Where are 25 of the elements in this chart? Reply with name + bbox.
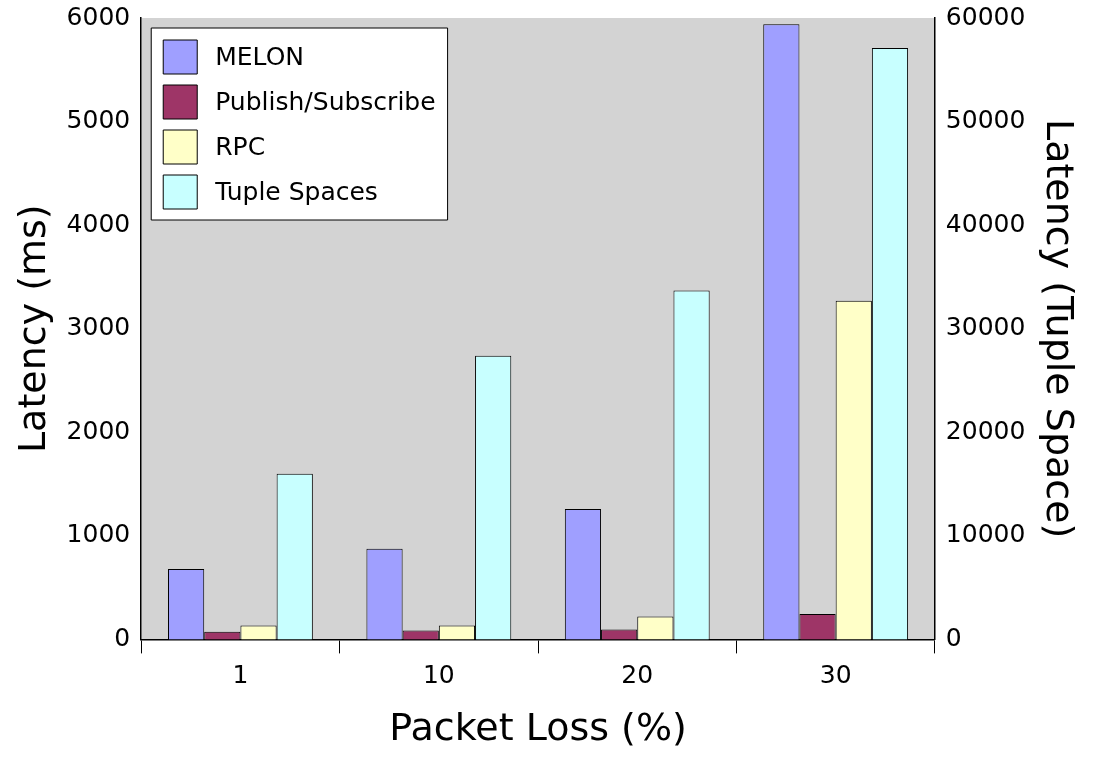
y2-tick-label: 10000 (945, 519, 1026, 549)
y2-tick-label: 20000 (945, 415, 1026, 445)
legend-label: RPC (215, 131, 266, 161)
y-tick-label: 0 (114, 622, 131, 652)
y-tick-label: 5000 (66, 105, 131, 135)
y-tick-label: 2000 (66, 415, 131, 445)
legend-label: Tuple Spaces (214, 176, 378, 206)
y2-tick-label: 50000 (945, 105, 1026, 135)
y-axis-title: Latency (ms) (9, 204, 54, 454)
x-tick-label: 10 (422, 659, 455, 689)
legend-label: Publish/Subscribe (215, 86, 436, 116)
x-axis-title: Packet Loss (%) (389, 705, 687, 750)
y-tick-label: 3000 (66, 312, 131, 342)
y-tick-label: 6000 (66, 1, 131, 31)
legend-label: MELON (215, 41, 305, 71)
x-tick-label: 30 (819, 659, 852, 689)
x-tick-label: 20 (621, 659, 654, 689)
x-tick-label: 1 (232, 659, 249, 689)
y-tick-label: 4000 (66, 208, 131, 238)
y2-axis-title: Latency (Tuple Space) (1038, 119, 1083, 539)
y2-tick-label: 60000 (945, 1, 1026, 31)
y2-tick-label: 0 (945, 622, 962, 652)
y2-tick-label: 40000 (945, 208, 1026, 238)
y-tick-label: 1000 (66, 519, 131, 549)
y2-tick-label: 30000 (945, 312, 1026, 342)
